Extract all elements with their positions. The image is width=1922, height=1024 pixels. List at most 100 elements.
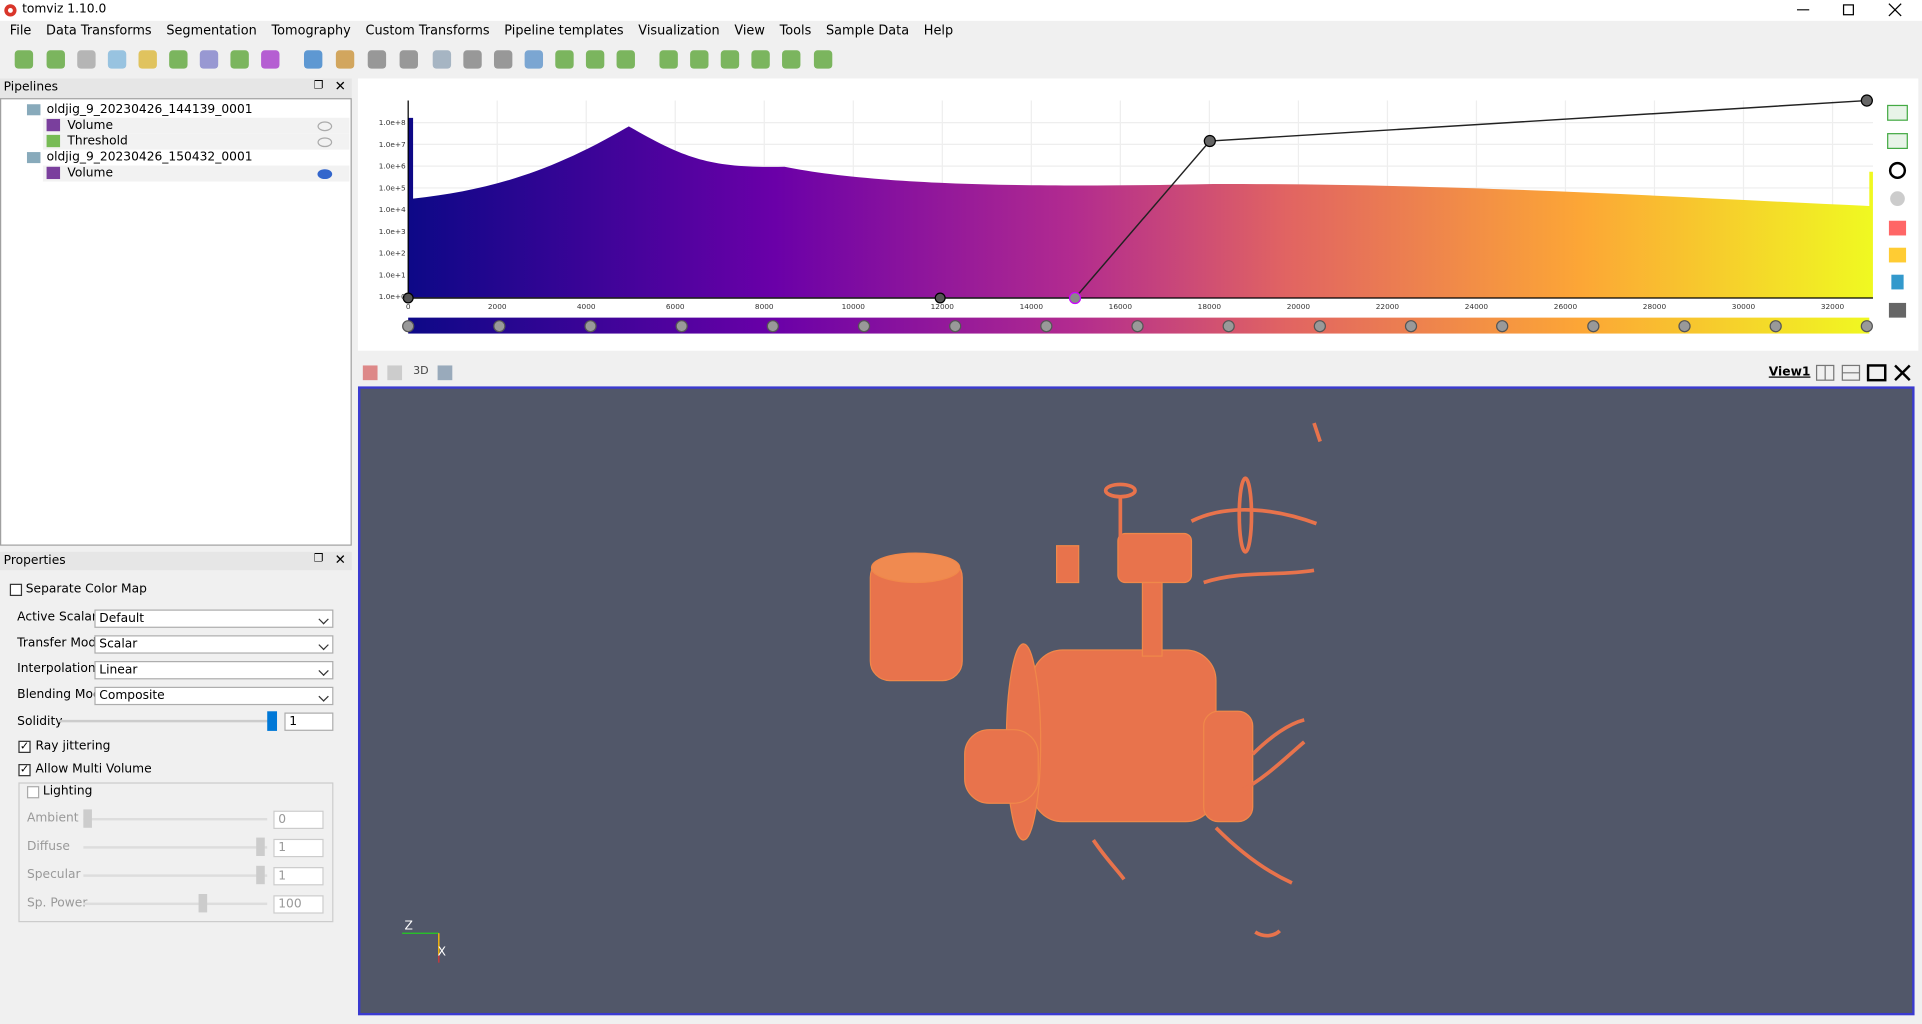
menu-item[interactable]: Sample Data bbox=[825, 23, 910, 39]
toolbar-button[interactable] bbox=[813, 50, 833, 69]
toolbar-button[interactable] bbox=[367, 50, 387, 69]
toolbar-button[interactable] bbox=[199, 50, 219, 69]
window-controls[interactable] bbox=[1790, 0, 1922, 21]
panel-float-button[interactable]: ❐ bbox=[313, 553, 324, 566]
color-node[interactable] bbox=[1222, 320, 1235, 333]
menu-item[interactable]: Data Transforms bbox=[46, 23, 152, 39]
module-icon bbox=[46, 134, 61, 148]
slider-handle[interactable] bbox=[198, 894, 208, 913]
combo-box[interactable]: Scalar bbox=[94, 635, 334, 654]
number-input[interactable]: 0 bbox=[273, 810, 324, 830]
view-mode-button[interactable]: 3D bbox=[413, 365, 429, 378]
color-node[interactable] bbox=[1678, 320, 1691, 333]
view-toolbar[interactable] bbox=[360, 364, 458, 381]
y-tick-label: 1.0e+3 bbox=[379, 227, 406, 236]
toolbar-button[interactable] bbox=[335, 50, 355, 69]
menu-item[interactable]: Tools bbox=[779, 23, 812, 39]
menu-item[interactable]: Visualization bbox=[638, 23, 720, 39]
toolbar-button[interactable] bbox=[46, 50, 65, 69]
field-label: Diffuse bbox=[26, 840, 70, 854]
checkbox[interactable]: ✓ bbox=[18, 764, 31, 777]
slider-handle[interactable] bbox=[83, 809, 92, 828]
number-input[interactable]: 1 bbox=[284, 712, 334, 731]
checkbox[interactable] bbox=[9, 583, 23, 597]
combo-box[interactable]: Default bbox=[94, 609, 334, 628]
menu-item[interactable]: Segmentation bbox=[166, 23, 257, 39]
module-label[interactable]: Volume bbox=[67, 166, 114, 181]
toolbar-button[interactable] bbox=[493, 50, 513, 69]
color-node[interactable] bbox=[1496, 320, 1509, 333]
toolbar-button[interactable] bbox=[751, 50, 770, 69]
x-tick-label: 4000 bbox=[577, 302, 596, 311]
slider-track bbox=[83, 817, 268, 821]
panel-close-button[interactable]: ✕ bbox=[334, 78, 346, 95]
menu-item[interactable]: Custom Transforms bbox=[365, 23, 490, 39]
color-node[interactable] bbox=[584, 320, 597, 333]
checkbox[interactable] bbox=[26, 786, 40, 799]
toolbar-button[interactable] bbox=[524, 50, 544, 69]
color-node[interactable] bbox=[1040, 320, 1053, 333]
view-layout-buttons[interactable] bbox=[1814, 363, 1917, 383]
color-node[interactable] bbox=[1313, 320, 1326, 333]
histogram-side-buttons[interactable] bbox=[1885, 103, 1912, 324]
toolbar-button[interactable] bbox=[138, 50, 157, 69]
menu-item[interactable]: Tomography bbox=[271, 23, 351, 39]
color-node[interactable] bbox=[766, 320, 779, 333]
toolbar-button[interactable] bbox=[107, 50, 127, 69]
toolbar-button[interactable] bbox=[261, 50, 280, 69]
menu-item[interactable]: File bbox=[9, 23, 32, 39]
module-label[interactable]: Volume bbox=[67, 118, 114, 133]
combo-box[interactable]: Composite bbox=[94, 686, 334, 706]
row-highlight bbox=[42, 165, 350, 182]
number-input[interactable]: 100 bbox=[273, 895, 324, 914]
color-node[interactable] bbox=[949, 320, 962, 333]
toolbar-button[interactable] bbox=[303, 50, 323, 69]
number-input[interactable]: 1 bbox=[273, 838, 324, 858]
number-input[interactable]: 1 bbox=[273, 867, 324, 886]
data-source-label[interactable]: oldjig_9_20230426_150432_0001 bbox=[46, 150, 253, 165]
toolbar-button[interactable] bbox=[230, 50, 249, 69]
toolbar-button[interactable] bbox=[585, 50, 605, 69]
color-node[interactable] bbox=[1131, 320, 1144, 333]
menu-item[interactable]: View bbox=[734, 23, 765, 39]
slider-handle[interactable] bbox=[256, 865, 265, 885]
color-node[interactable] bbox=[493, 320, 506, 333]
toolbar-button[interactable] bbox=[432, 50, 452, 69]
color-node[interactable] bbox=[402, 320, 415, 333]
color-nodes[interactable] bbox=[402, 320, 1873, 333]
color-node[interactable] bbox=[857, 320, 871, 333]
panel-close-button[interactable]: ✕ bbox=[334, 551, 346, 568]
color-node[interactable] bbox=[1587, 320, 1600, 333]
toolbar-button[interactable] bbox=[720, 50, 740, 69]
combo-box[interactable]: Linear bbox=[94, 661, 334, 680]
toolbar-button[interactable] bbox=[616, 50, 635, 69]
visibility-toggle[interactable] bbox=[317, 121, 333, 132]
toolbar-button[interactable] bbox=[77, 50, 96, 69]
visibility-toggle[interactable] bbox=[317, 169, 333, 180]
histogram: 0 2000 4000 6000 8000 10000 12000 14000 16000 180… bbox=[379, 94, 1873, 334]
toolbar-button[interactable] bbox=[399, 50, 418, 69]
color-node[interactable] bbox=[1769, 320, 1782, 333]
panel-float-button[interactable]: ❐ bbox=[313, 79, 324, 92]
toolbar-button[interactable] bbox=[463, 50, 482, 69]
visibility-toggle[interactable] bbox=[317, 137, 333, 148]
toolbar-button[interactable] bbox=[782, 50, 801, 69]
checkbox[interactable]: ✓ bbox=[18, 740, 31, 753]
toolbar-button[interactable] bbox=[169, 50, 188, 69]
opacity-nodes[interactable] bbox=[402, 94, 1873, 305]
render-view[interactable] bbox=[357, 386, 1915, 1016]
module-label[interactable]: Threshold bbox=[67, 134, 128, 149]
data-source-label[interactable]: oldjig_9_20230426_144139_0001 bbox=[46, 103, 253, 117]
menu-item[interactable]: Pipeline templates bbox=[504, 23, 624, 39]
color-node[interactable] bbox=[1404, 320, 1418, 333]
menu-item[interactable]: Help bbox=[923, 23, 954, 39]
toolbar-button[interactable] bbox=[555, 50, 574, 69]
toolbar-button[interactable] bbox=[14, 50, 34, 69]
toolbar-button[interactable] bbox=[690, 50, 709, 69]
color-node[interactable] bbox=[1860, 320, 1873, 333]
view-name[interactable]: View1 bbox=[1768, 365, 1811, 379]
slider-handle[interactable] bbox=[267, 711, 278, 731]
toolbar-button[interactable] bbox=[659, 50, 678, 69]
slider-handle[interactable] bbox=[256, 837, 265, 856]
color-node[interactable] bbox=[675, 320, 688, 333]
